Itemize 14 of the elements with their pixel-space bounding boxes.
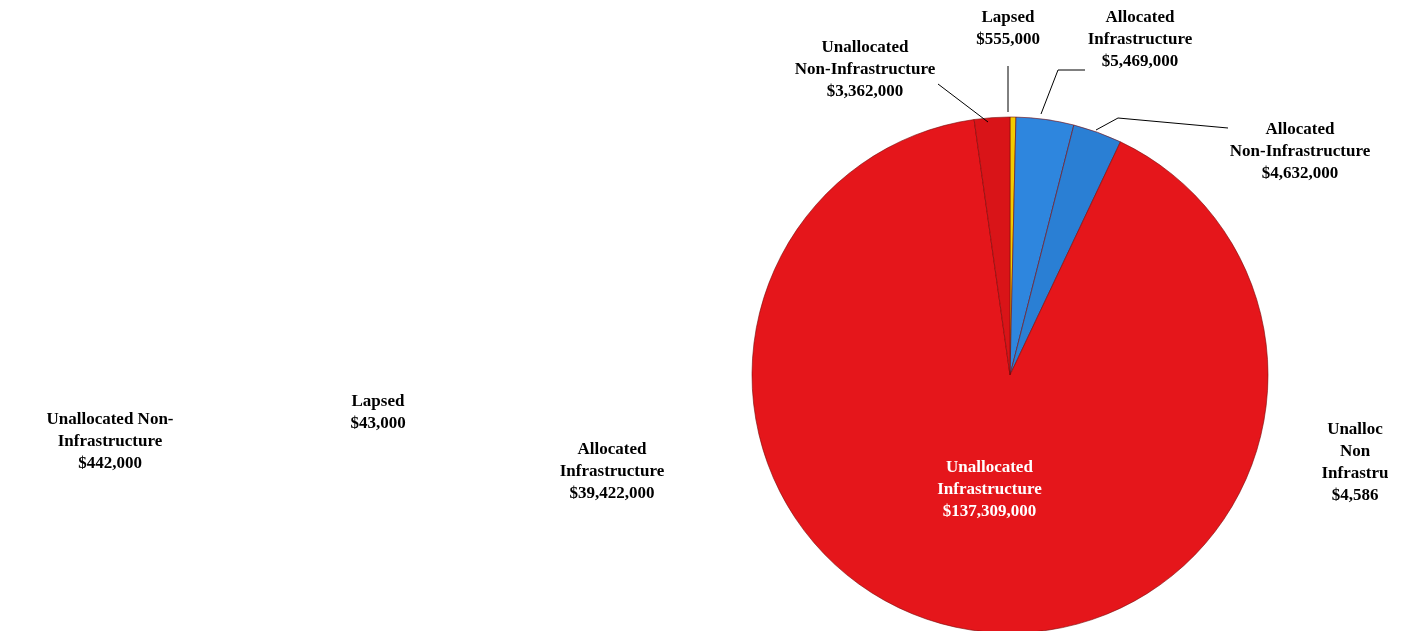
slice-label: Allocated Non-Infrastructure	[1229, 119, 1371, 160]
slice-label: Unallocated Infrastructure	[937, 457, 1043, 499]
slice-label: Allocated Infrastructure	[1087, 7, 1193, 48]
data-label: $555,000	[976, 29, 1040, 48]
slice-label: Lapsed	[981, 7, 1035, 26]
data-label: $4,632,000	[1261, 163, 1339, 182]
slice-label: Unallocated Non-Infrastructure	[794, 37, 936, 78]
data-label: $5,469,000	[1101, 51, 1179, 70]
text: Allocated Infrastructure $39,422,000	[559, 438, 665, 504]
text: Unalloc Non Infrastru $4,586	[1321, 418, 1389, 506]
data-label: $137,309,000	[942, 501, 1037, 521]
text: Lapsed $43,000	[350, 390, 406, 434]
text: Unallocated Non- Infrastructure $442,000	[46, 408, 174, 474]
data-label: $3,362,000	[826, 81, 904, 100]
